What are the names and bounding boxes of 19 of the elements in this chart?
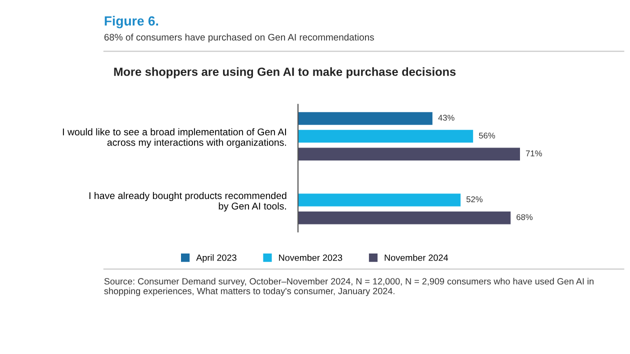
bar (298, 211, 511, 224)
y-tick-label: I have already bought products recommended by Gen AI tools. (89, 192, 286, 212)
legend-label: November 2024 (384, 254, 448, 261)
y-tick-label: I would like to see a broad implementation of Gen AI across my interactions with organizations. (62, 128, 286, 148)
text: More shoppers are using Gen AI to make purchase decisions (114, 67, 456, 78)
bar (298, 112, 432, 125)
data-label: 43% (438, 114, 454, 121)
data-label: 56% (478, 132, 496, 139)
source-note: Source: Consumer Demand survey, October–November 2024, N = 12,000, N = 2,909 consumers who have used Gen AI in shopping experiences, What matters to today's consumer, January 2024. (104, 278, 594, 296)
legend-label: November 2023 (279, 254, 342, 261)
text: Figure 6. (104, 16, 158, 28)
data-label: 71% (526, 150, 542, 156)
chart-subtitle: 68% of consumers have purchased on Gen AI recommendations (104, 34, 374, 42)
legend-label: April 2023 (196, 254, 236, 263)
data-label: 68% (516, 214, 533, 220)
bar (298, 194, 461, 206)
data-label: 52% (466, 196, 483, 202)
bar (298, 148, 520, 161)
bar (298, 130, 474, 143)
